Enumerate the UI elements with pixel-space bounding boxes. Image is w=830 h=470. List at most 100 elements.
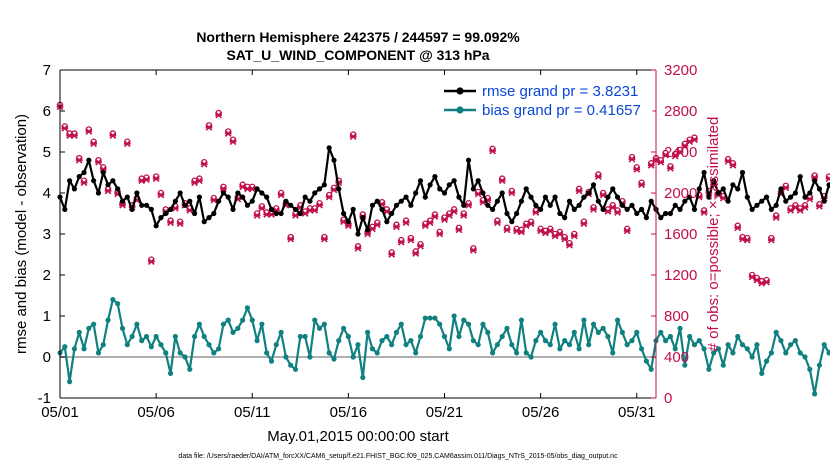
obs-assimilated-point xyxy=(662,151,669,159)
bias-point xyxy=(220,321,227,327)
obs-assimilated-point xyxy=(104,187,112,195)
rmse-point xyxy=(701,169,707,176)
obs-assimilated-point xyxy=(623,227,631,235)
obs-assimilated-point xyxy=(325,193,333,201)
obs-assimilated-point xyxy=(508,189,516,197)
rmse-point xyxy=(403,194,409,200)
rmse-point xyxy=(187,198,193,204)
rmse-point xyxy=(119,198,126,204)
obs-assimilated-point xyxy=(311,207,319,214)
bias-point xyxy=(763,358,770,364)
rmse-point xyxy=(191,210,198,217)
obs-assimilated-point xyxy=(95,158,102,166)
obs-assimilated-point xyxy=(436,230,444,238)
rmse-point xyxy=(389,210,395,217)
rmse-point xyxy=(374,198,380,204)
bias-point xyxy=(465,321,472,327)
bias-point xyxy=(807,366,813,372)
bias-point xyxy=(76,329,82,335)
rmse-point xyxy=(105,182,111,188)
rmse-point xyxy=(422,194,428,200)
bias-point xyxy=(403,342,409,348)
bias-point xyxy=(201,333,207,340)
obs-assimilated-point xyxy=(676,148,684,156)
rmse-point xyxy=(571,206,577,212)
y-axis-label-right: # of obs: o=possible; ×=assimilated xyxy=(705,117,722,352)
rmse-point xyxy=(413,190,419,196)
bias-point xyxy=(643,358,649,364)
obs-assimilated-point xyxy=(700,209,708,216)
obs-assimilated-point xyxy=(417,242,424,250)
data-file-footer: data file: /Users/raeder/DAI/ATM_forcXX/… xyxy=(178,453,618,460)
bias-point xyxy=(566,342,573,348)
obs-assimilated-point xyxy=(123,140,131,148)
rmse-point xyxy=(725,198,731,204)
rmse-point xyxy=(254,186,260,192)
y-tick-label: 1 xyxy=(43,308,51,325)
bias-point xyxy=(86,325,92,331)
obs-assimilated-point xyxy=(383,208,391,215)
obs-assimilated-point xyxy=(570,232,578,240)
rmse-point xyxy=(504,210,510,217)
rmse-point xyxy=(76,174,82,180)
obs-assimilated-point xyxy=(561,235,569,243)
bias-point xyxy=(739,342,746,348)
bias-point xyxy=(759,370,765,376)
rmse-point xyxy=(730,182,736,188)
rmse-point xyxy=(398,198,404,204)
bias-point xyxy=(413,350,419,356)
rmse-point xyxy=(456,194,462,200)
rmse-point xyxy=(816,186,823,192)
rmse-point xyxy=(552,194,558,200)
chart-title: Northern Hemisphere 242375 / 244597 = 99… xyxy=(196,29,520,45)
rmse-point xyxy=(225,194,231,200)
legend-box xyxy=(439,75,653,123)
bias-point xyxy=(196,321,202,327)
rmse-point xyxy=(494,198,500,204)
bias-point xyxy=(143,333,150,340)
bias-point xyxy=(802,354,808,360)
rmse-point xyxy=(711,178,717,184)
y-tick-label: 6 xyxy=(43,103,51,120)
obs-assimilated-point xyxy=(138,177,146,185)
bias-point xyxy=(687,333,693,340)
y-right-tick-label: 2000 xyxy=(664,185,697,202)
x-tick-label: 05/16 xyxy=(330,404,368,421)
rmse-point xyxy=(244,202,251,208)
rmse-point xyxy=(677,206,683,212)
bias-point xyxy=(586,342,592,348)
rmse-point xyxy=(379,206,385,212)
bias-point xyxy=(379,338,385,344)
obs-assimilated-point xyxy=(739,235,746,243)
rmse-point xyxy=(778,186,784,192)
bias-point xyxy=(437,321,443,327)
obs-assimilated-point xyxy=(292,212,299,219)
rmse-point xyxy=(307,198,313,204)
legend: rmse grand pr = 3.8231 bias grand pr = 0… xyxy=(439,75,653,123)
rmse-point xyxy=(249,198,255,204)
bias-point xyxy=(129,333,135,340)
bias-point xyxy=(441,333,448,340)
bias-point xyxy=(350,354,356,360)
rmse-point xyxy=(129,206,135,212)
rmse-point xyxy=(67,178,73,184)
obs-assimilated-point xyxy=(609,203,617,211)
obs-assimilated-point xyxy=(349,133,357,140)
rmse-point xyxy=(499,190,505,196)
bias-point xyxy=(360,374,366,381)
rmse-point xyxy=(292,206,299,212)
rmse-point xyxy=(648,198,654,204)
bias-point xyxy=(658,329,664,335)
bias-point xyxy=(542,338,549,344)
rmse-point xyxy=(586,190,592,196)
bias-point xyxy=(230,329,236,335)
bias-point xyxy=(211,350,217,356)
rmse-point xyxy=(514,210,520,217)
rmse-point xyxy=(547,202,553,208)
rmse-point xyxy=(437,186,443,192)
rmse-point xyxy=(211,210,217,217)
bias-point xyxy=(475,342,481,348)
obs-assimilated-point xyxy=(806,195,814,203)
bias-point xyxy=(292,366,299,372)
obs-assimilated-point xyxy=(474,190,482,198)
